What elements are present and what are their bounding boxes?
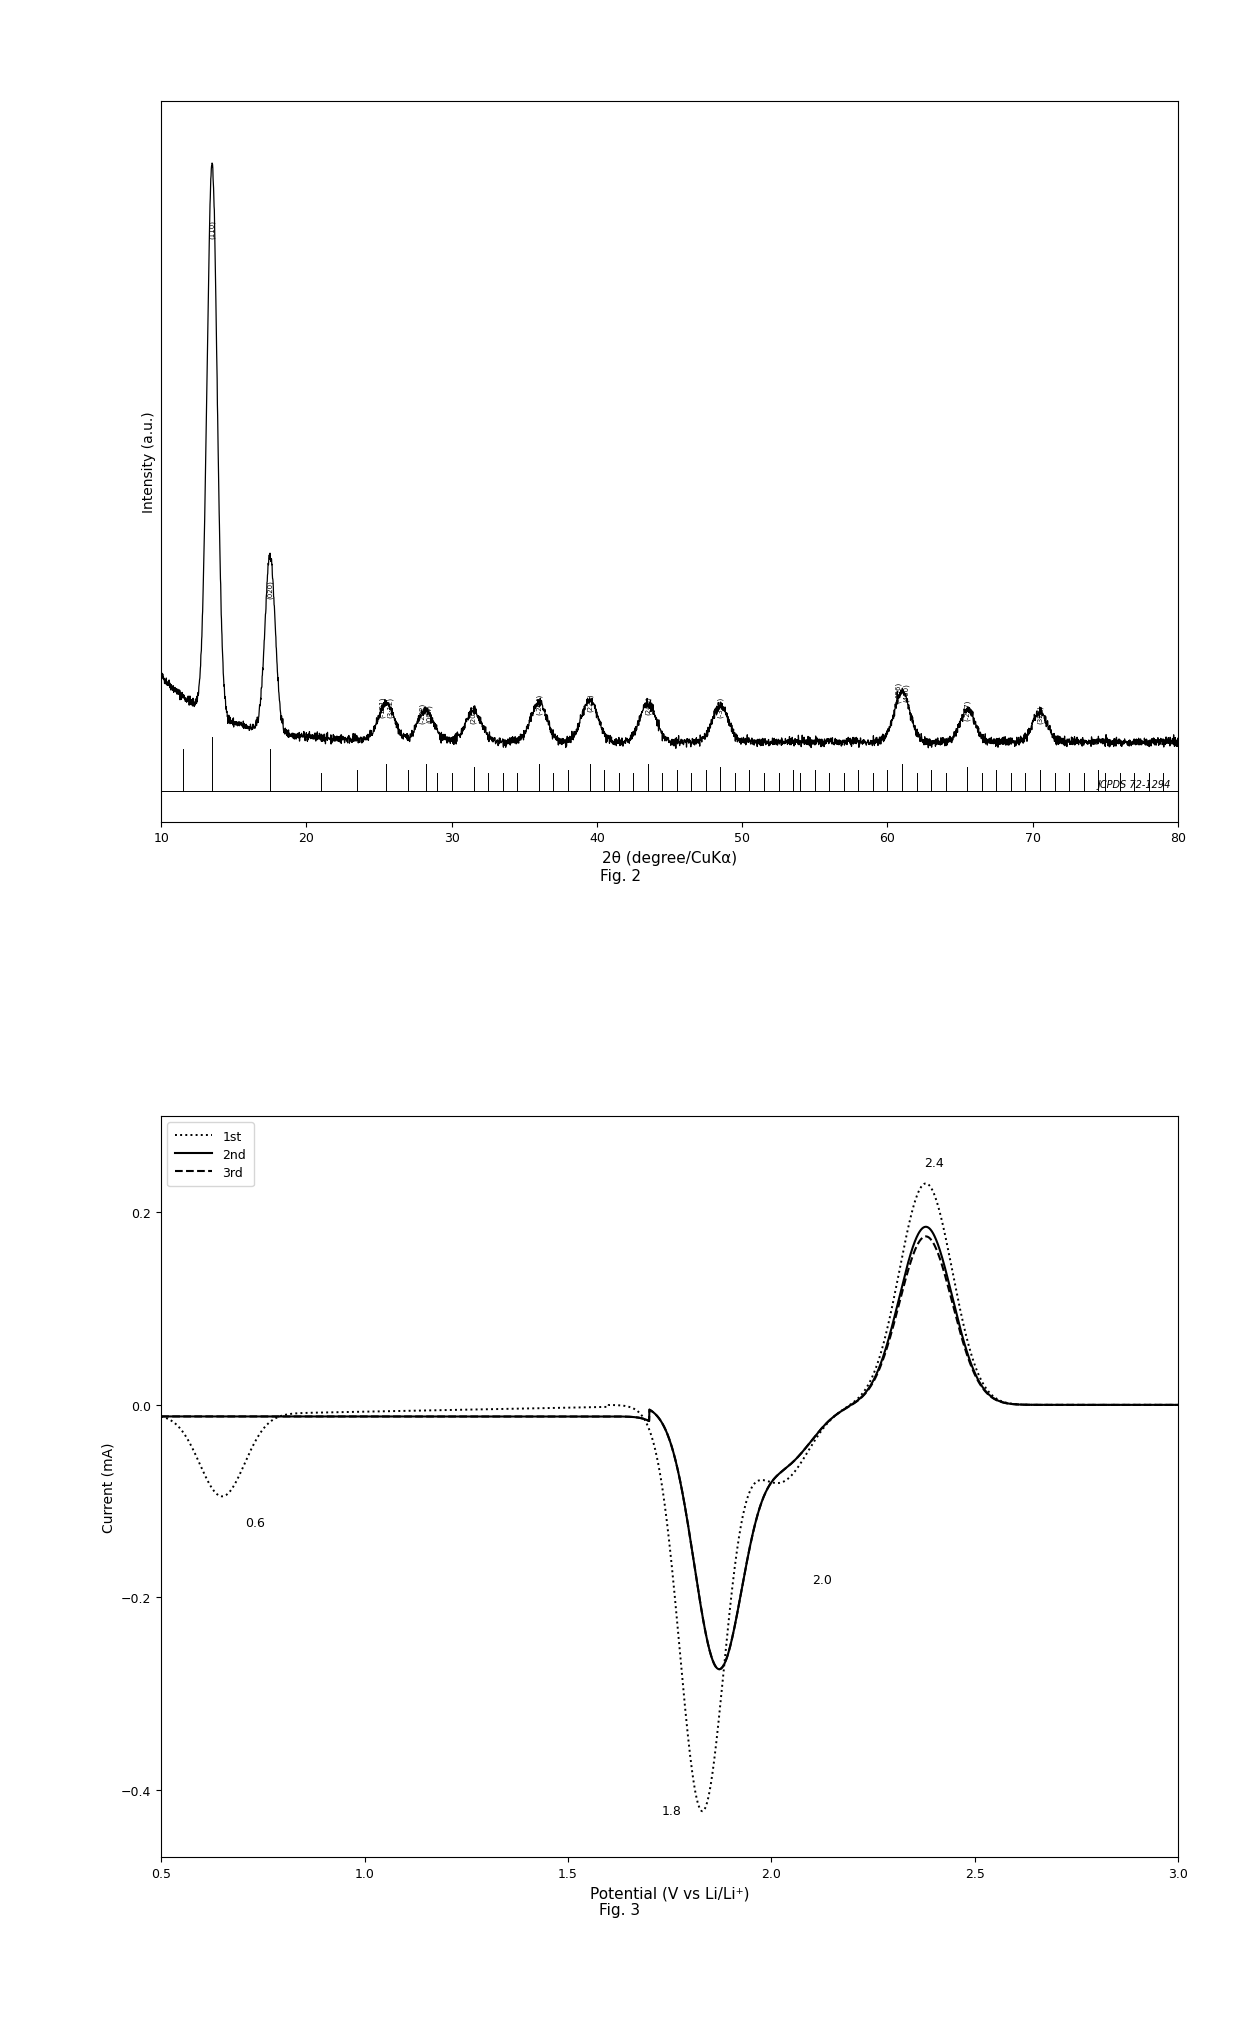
X-axis label: 2θ (degree/CuKα): 2θ (degree/CuKα) bbox=[603, 851, 737, 865]
Y-axis label: Intensity (a.u.): Intensity (a.u.) bbox=[141, 410, 156, 514]
Text: (225): (225) bbox=[587, 692, 593, 713]
Text: (110): (110) bbox=[208, 219, 216, 240]
Text: 1.8: 1.8 bbox=[662, 1805, 682, 1817]
Text: (327): (327) bbox=[1037, 704, 1043, 723]
Text: (-204): (-204) bbox=[536, 694, 542, 715]
X-axis label: Potential (V vs Li/Li⁺): Potential (V vs Li/Li⁺) bbox=[590, 1886, 749, 1900]
Legend: 1st, 2nd, 3rd: 1st, 2nd, 3rd bbox=[167, 1123, 254, 1188]
Text: Fig. 2: Fig. 2 bbox=[599, 869, 641, 883]
Text: JCPDS 72-1294: JCPDS 72-1294 bbox=[1097, 780, 1171, 790]
Y-axis label: Current (mA): Current (mA) bbox=[102, 1441, 115, 1533]
Text: (-352): (-352) bbox=[717, 696, 724, 717]
Text: (-121)
(3·12): (-121) (3·12) bbox=[379, 696, 393, 717]
Text: (-456)
(400): (-456) (400) bbox=[895, 682, 909, 702]
Text: (020): (020) bbox=[267, 581, 273, 599]
Text: 2.4: 2.4 bbox=[924, 1157, 944, 1169]
Text: Fig. 3: Fig. 3 bbox=[599, 1902, 641, 1916]
Text: (240): (240) bbox=[645, 696, 651, 715]
Text: (-202)
(004): (-202) (004) bbox=[419, 702, 433, 723]
Text: (202): (202) bbox=[470, 704, 476, 723]
Text: 2.0: 2.0 bbox=[812, 1573, 832, 1587]
Text: 0.6: 0.6 bbox=[244, 1516, 264, 1529]
Text: (-237): (-237) bbox=[965, 698, 971, 721]
